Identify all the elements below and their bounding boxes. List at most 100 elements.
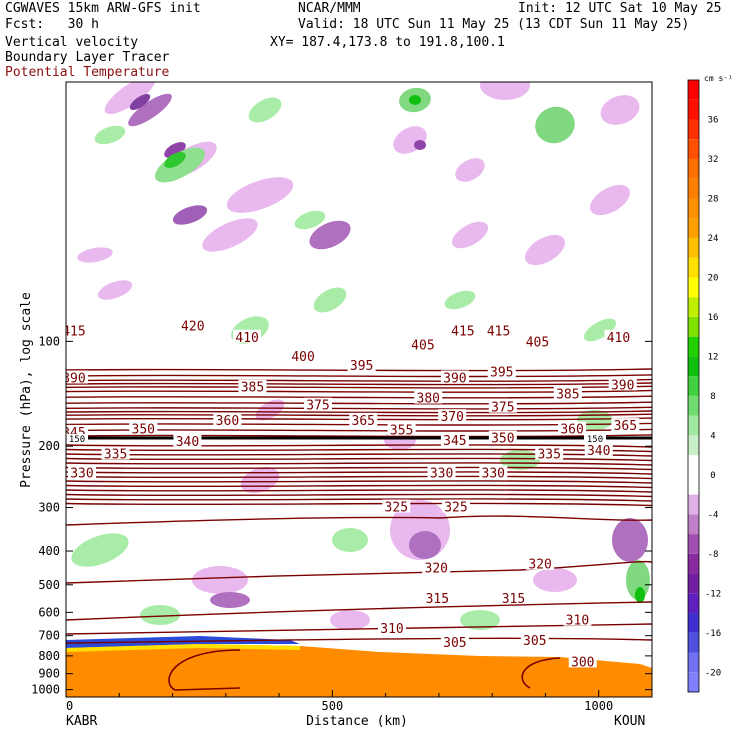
theta-label-bg <box>378 620 407 634</box>
theta-contour <box>66 448 652 453</box>
theta-contour <box>66 382 652 386</box>
field-potential-temperature: Potential Temperature <box>5 65 170 80</box>
tracer-edge <box>66 644 300 652</box>
colorbar-swatch <box>688 119 699 140</box>
colorbar-swatch <box>688 593 699 614</box>
vertical-velocity-cell <box>71 533 129 567</box>
theta-label: 375 <box>491 401 514 416</box>
colorbar-swatch <box>688 553 699 574</box>
theta-label: 335 <box>537 448 560 463</box>
vertical-velocity-cell <box>140 605 180 625</box>
colorbar-swatch <box>688 534 699 554</box>
vertical-velocity-shading <box>71 82 650 630</box>
theta-label: 310 <box>380 622 403 637</box>
theta-contour <box>521 657 561 689</box>
theta-label-bg <box>414 390 443 404</box>
theta-label: 330 <box>430 467 453 482</box>
theta-label: 350 <box>132 423 155 438</box>
theta-label-bg <box>488 430 517 444</box>
colorbar-label: 8 <box>710 392 715 402</box>
theta-label: 400 <box>291 350 314 365</box>
theta-label: 365 <box>614 419 637 434</box>
theta-contour <box>66 401 652 405</box>
theta-contour <box>66 498 652 502</box>
vertical-velocity-cell <box>455 158 485 182</box>
theta-label-bg <box>440 370 469 384</box>
vertical-velocity-cell <box>600 95 640 125</box>
colorbar-swatch <box>688 514 699 535</box>
theta-label: 315 <box>502 592 525 607</box>
theta-label-bg <box>347 358 376 372</box>
plot-frame <box>65 81 653 698</box>
colorbar-swatch <box>688 395 699 416</box>
theta-contour <box>66 637 652 644</box>
vertical-velocity-cell <box>635 587 645 603</box>
colorbar-frame <box>687 79 700 693</box>
theta-label-bg <box>523 334 552 348</box>
init-time: Init: 12 UTC Sat 10 May 25 <box>518 1 722 16</box>
theta-label: 395 <box>490 365 513 380</box>
theta-label-bg <box>535 446 564 460</box>
theta-contour <box>66 406 652 410</box>
theta-contour <box>66 502 652 507</box>
theta-label-bg <box>440 433 469 447</box>
vertical-velocity-cell <box>533 568 577 592</box>
theta-label: 405 <box>526 335 549 350</box>
theta-label-bg <box>584 442 613 456</box>
theta-label-bg <box>427 465 456 479</box>
theta-label-bg <box>66 370 88 384</box>
colorbar-swatch <box>688 257 699 278</box>
x-tick-label: 500 <box>322 699 344 713</box>
vertical-velocity-cell <box>294 210 326 230</box>
vertical-velocity-cell <box>128 93 172 127</box>
colorbar-swatch <box>688 99 699 120</box>
tropopause-label: 150 <box>587 435 603 445</box>
vertical-velocity-cell <box>164 142 186 158</box>
theta-label-bg <box>563 612 592 626</box>
colorbar-units: cm s⁻¹ <box>704 74 733 83</box>
colorbar-swatch <box>688 336 699 357</box>
theta-label: 300 <box>571 655 594 670</box>
vertical-velocity-cell <box>202 218 258 252</box>
colorbar-swatch <box>688 80 699 100</box>
theta-contour <box>66 466 652 471</box>
vertical-velocity-cell <box>451 221 489 249</box>
x-axis-label: Distance (km) <box>306 714 408 729</box>
colorbar-label: 20 <box>708 273 719 283</box>
vertical-velocity-cell <box>155 147 205 183</box>
forecast-hour: Fcst: 30 h <box>5 17 99 32</box>
colorbar-label: 28 <box>708 194 719 204</box>
colorbar-swatch <box>688 415 699 436</box>
theta-label: 325 <box>385 501 408 516</box>
theta-label-bg <box>387 422 416 436</box>
cross-section-xy: XY= 187.4,173.8 to 191.8,100.1 <box>270 35 505 50</box>
theta-label-bg <box>67 465 96 479</box>
x-left-station: KABR <box>66 714 97 729</box>
theta-label-bg <box>487 364 516 378</box>
vertical-velocity-cell <box>626 560 650 600</box>
x-tick-label: 0 <box>66 699 73 713</box>
theta-label-bg <box>303 397 332 411</box>
colorbar-swatch <box>688 316 699 337</box>
vertical-velocity-cell <box>525 234 565 266</box>
tropopause-label: 150 <box>69 435 85 445</box>
theta-label: 330 <box>482 467 505 482</box>
colorbar-label: 0 <box>710 471 715 481</box>
colorbar-swatch <box>688 376 699 396</box>
vertical-velocity-cell <box>583 318 617 342</box>
theta-contour <box>66 601 652 621</box>
theta-label: 405 <box>411 338 434 353</box>
field-boundary-layer-tracer: Boundary Layer Tracer <box>5 50 170 65</box>
vertical-velocity-cell <box>590 184 630 216</box>
theta-label-bg <box>238 379 267 393</box>
theta-contour <box>66 444 652 448</box>
model-title: CGWAVES 15km ARW-GFS init <box>5 1 201 16</box>
theta-label-bg <box>608 377 637 391</box>
theta-contour <box>66 515 652 526</box>
theta-label-bg <box>553 386 582 400</box>
vertical-velocity-cell <box>210 592 250 608</box>
vertical-velocity-cell <box>500 450 540 470</box>
theta-label: 370 <box>440 410 463 425</box>
theta-label-bg <box>568 654 597 668</box>
colorbar-swatch <box>688 494 699 515</box>
